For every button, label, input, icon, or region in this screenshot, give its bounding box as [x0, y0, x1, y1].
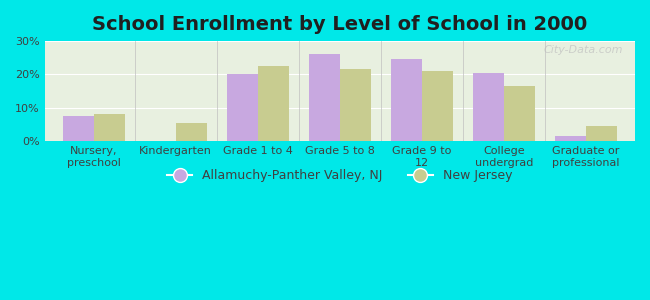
- Bar: [227, 74, 258, 141]
- Bar: [473, 73, 504, 141]
- Bar: [309, 54, 340, 141]
- Bar: [340, 69, 371, 141]
- Bar: [391, 59, 422, 141]
- Bar: [586, 126, 617, 141]
- Bar: [554, 136, 586, 141]
- Text: City-Data.com: City-Data.com: [543, 45, 623, 55]
- Bar: [504, 86, 535, 141]
- Legend: Allamuchy-Panther Valley, NJ, New Jersey: Allamuchy-Panther Valley, NJ, New Jersey: [162, 164, 517, 187]
- Bar: [176, 123, 207, 141]
- Bar: [422, 71, 453, 141]
- Bar: [258, 66, 289, 141]
- Bar: [62, 116, 94, 141]
- Bar: [94, 115, 125, 141]
- Title: School Enrollment by Level of School in 2000: School Enrollment by Level of School in …: [92, 15, 588, 34]
